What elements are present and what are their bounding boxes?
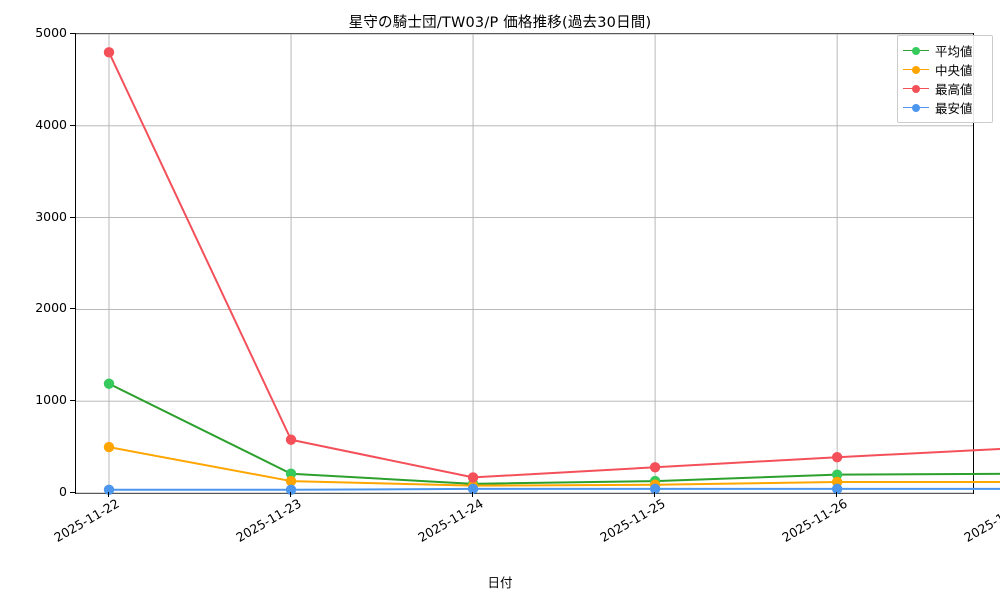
plot-area	[75, 33, 1000, 495]
grid-lines	[76, 33, 973, 494]
x-axis-tick-labels: 2025-11-22 2025-11-23 2025-11-24 2025-11-25…	[51, 495, 1000, 567]
x-axis-tick-mark	[836, 492, 838, 497]
legend-swatch-icon	[903, 64, 929, 76]
y-axis-tick-mark	[70, 492, 75, 493]
x-axis-tick-label: 2025-11-24	[415, 495, 486, 545]
data-point-marker	[285, 434, 297, 445]
data-point-marker	[831, 483, 843, 495]
legend-item[interactable]: 平均値	[903, 41, 985, 60]
x-axis-tick-mark	[654, 492, 656, 497]
x-axis-tick-marks	[75, 492, 972, 498]
y-axis-tick-label: 4000	[35, 116, 67, 132]
series-line	[108, 382, 1000, 485]
legend-dot-icon	[912, 46, 920, 55]
legend-label: 平均値	[935, 44, 973, 59]
x-axis-tick-mark	[472, 492, 474, 497]
y-axis-tick-label: 2000	[35, 300, 67, 316]
legend-swatch-icon	[903, 102, 929, 114]
x-axis-tick-label: 2025-11-22	[51, 495, 122, 545]
data-point-marker	[103, 484, 115, 495]
legend-swatch-icon	[903, 45, 929, 57]
y-axis-tick-label: 0	[59, 484, 67, 499]
legend-dot-icon	[912, 65, 920, 74]
legend-dot-icon	[912, 84, 920, 93]
y-axis-tick-label: 3000	[35, 208, 67, 224]
series-2	[103, 441, 1000, 491]
legend-label: 最高値	[935, 82, 973, 97]
data-point-marker	[831, 451, 843, 463]
chart-legend: 平均値中央値最高値最安値	[897, 35, 993, 123]
data-series-layer	[103, 47, 1000, 495]
y-axis-tick-mark	[70, 124, 75, 126]
legend-dot-icon	[912, 103, 920, 112]
x-axis-title: 日付	[487, 575, 513, 590]
x-axis-tick-mark	[290, 492, 292, 497]
series-line	[108, 51, 1000, 479]
data-point-marker	[467, 472, 479, 483]
y-axis-tick-mark	[70, 216, 75, 218]
series-4	[103, 483, 1000, 495]
data-point-marker	[103, 378, 115, 389]
data-point-marker	[649, 462, 661, 473]
legend-swatch-icon	[903, 83, 929, 95]
x-axis-tick-label: 2025-11-25	[597, 495, 668, 545]
legend-label: 中央値	[935, 63, 973, 78]
x-axis-tick-label: 2025-11-27	[961, 495, 1000, 545]
y-axis-tick-marks	[0, 33, 75, 493]
data-point-marker	[285, 484, 297, 495]
data-point-marker	[285, 468, 297, 479]
x-axis-tick-mark	[108, 492, 109, 497]
data-point-marker	[103, 441, 115, 453]
series-line	[108, 446, 1000, 487]
y-axis-tick-labels: 0 1000 2000 3000 4000 5000	[0, 25, 67, 499]
y-axis-tick-mark	[70, 400, 75, 402]
y-axis-tick-label: 1000	[35, 392, 67, 408]
data-point-marker	[467, 483, 479, 495]
data-point-marker	[285, 475, 297, 487]
chart-title: 星守の騎士団/TW03/P 価格推移(過去30日間)	[348, 15, 652, 31]
series-3	[103, 47, 1000, 483]
data-point-marker	[649, 483, 661, 495]
legend-item[interactable]: 最高値	[903, 79, 985, 98]
data-point-marker	[831, 469, 843, 480]
y-axis-tick-label: 5000	[35, 25, 67, 40]
x-axis-tick-label: 2025-11-26	[779, 495, 850, 545]
series-line	[108, 487, 1000, 491]
legend-label: 最安値	[935, 101, 973, 116]
legend-item[interactable]: 最安値	[903, 98, 985, 117]
y-axis-tick-mark	[70, 308, 75, 310]
x-axis-tick-label: 2025-11-23	[233, 495, 304, 545]
y-axis-tick-mark	[70, 33, 75, 34]
legend-item[interactable]: 中央値	[903, 60, 985, 79]
data-point-marker	[103, 47, 115, 58]
